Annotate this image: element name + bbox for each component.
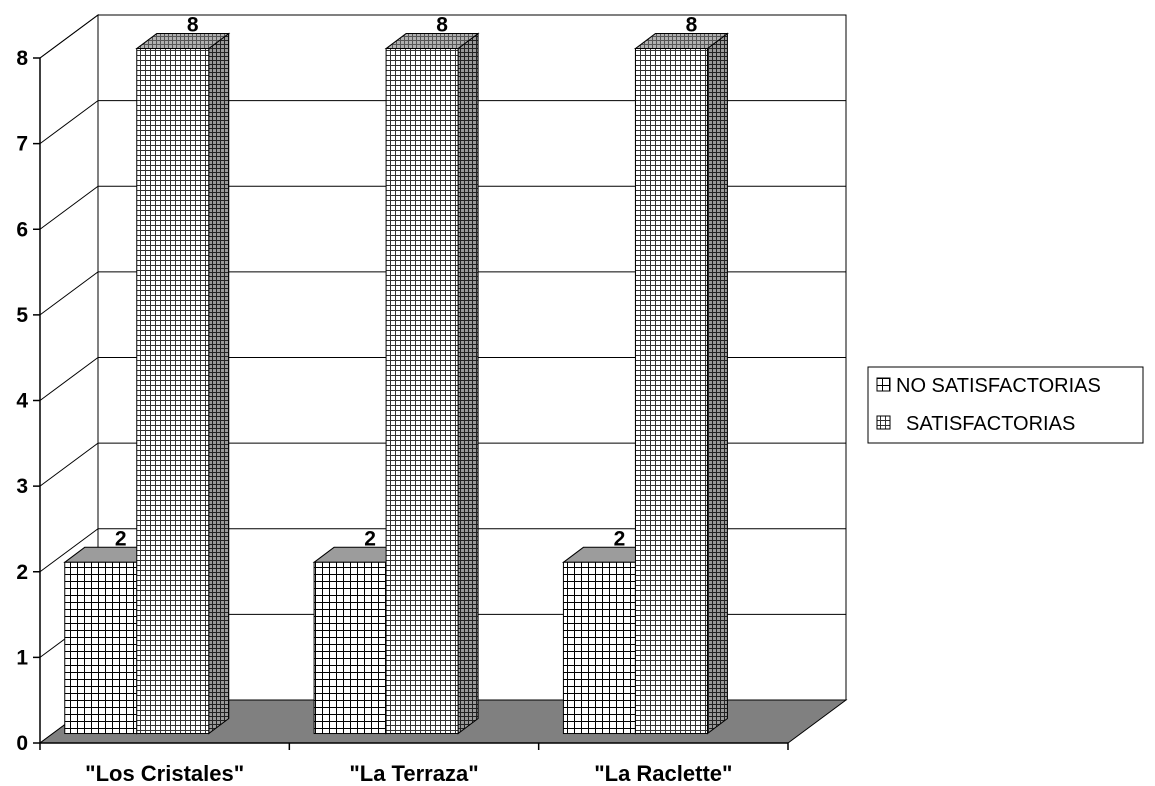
- legend-label-no-satisfactorias: NO SATISFACTORIAS: [896, 375, 1101, 397]
- legend: NO SATISFACTORIAS SATISFACTORIAS: [867, 366, 1144, 444]
- data-label: 8: [436, 14, 448, 37]
- gridline-side: [39, 442, 99, 487]
- gridline-side: [39, 357, 99, 401]
- gridline-side: [39, 14, 99, 59]
- bar-side: [208, 32, 230, 735]
- x-tick-label: "Los Cristales": [85, 761, 244, 786]
- y-tick-label: 3: [16, 475, 28, 498]
- data-label: 2: [115, 527, 127, 550]
- legend-swatch-no-satisfactorias: [876, 377, 891, 392]
- bar-satisfactorias-1: [384, 32, 480, 735]
- bar-front: [313, 561, 387, 735]
- bar-satisfactorias-2: [633, 32, 729, 735]
- y-tick-label: 2: [16, 561, 28, 584]
- data-label: 2: [614, 527, 626, 550]
- gridline-side: [39, 528, 99, 573]
- gridline-side: [39, 185, 99, 230]
- data-label: 8: [187, 14, 199, 37]
- bars: [63, 32, 729, 735]
- legend-swatch-satisfactorias: [876, 415, 891, 430]
- legend-box: [867, 366, 1144, 444]
- legend-label-satisfactorias: SATISFACTORIAS: [906, 413, 1075, 435]
- bar-satisfactorias-0: [135, 32, 231, 735]
- y-tick-label: 5: [16, 304, 28, 327]
- axes: 0 1 2 3 4 5 6 7 8 "Los Cristales" "La Terraza" "La …: [16, 47, 789, 786]
- bar-side: [706, 32, 728, 735]
- bar-front: [562, 561, 636, 735]
- y-tick-label: 6: [16, 218, 28, 241]
- y-tick-label: 4: [16, 390, 28, 413]
- bar-side: [457, 32, 479, 735]
- data-label: 2: [364, 527, 376, 550]
- gridline-side: [39, 100, 99, 145]
- bar-front: [634, 48, 708, 735]
- gridline-side: [39, 271, 99, 316]
- data-labels: 2 8 2 8 2 8: [115, 14, 698, 551]
- bar-front: [64, 561, 138, 735]
- y-tick-label: 0: [16, 732, 28, 755]
- y-tick-label: 1: [16, 646, 28, 669]
- data-label: 8: [686, 14, 698, 37]
- x-tick-label: "La Terraza": [349, 761, 478, 786]
- y-tick-label: 7: [16, 133, 28, 156]
- bar-front: [385, 48, 459, 735]
- x-tick-label: "La Raclette": [594, 761, 732, 786]
- bar-front: [136, 48, 210, 735]
- y-tick-label: 8: [16, 47, 28, 70]
